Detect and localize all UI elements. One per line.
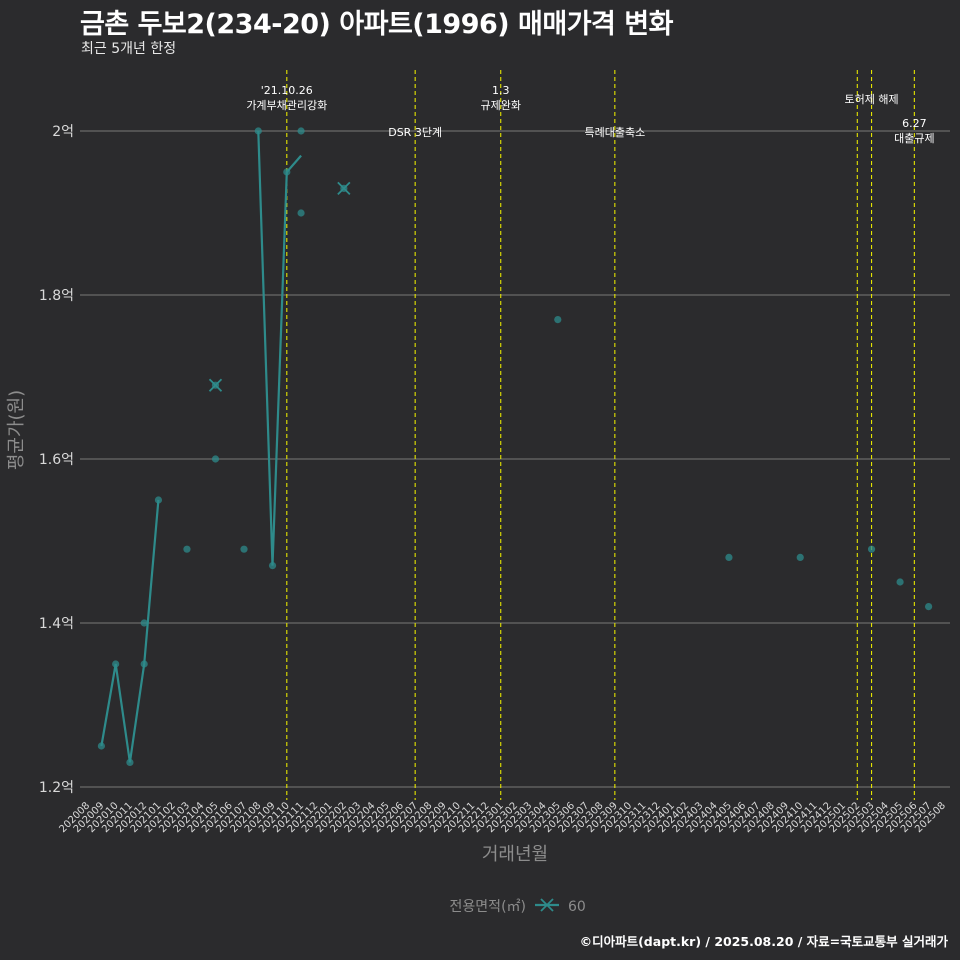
data-point <box>796 553 804 562</box>
event-label: 규제완화 <box>480 99 520 112</box>
cross-marker <box>337 181 351 196</box>
data-point <box>254 127 262 135</box>
source-credit: ©디아파트(dapt.kr) / 2025.08.20 / 자료=국토교통부 실… <box>579 934 948 949</box>
event-label: DSR 3단계 <box>388 126 442 139</box>
x-axis-title: 거래년월 <box>482 844 548 865</box>
chart-title: 금촌 두보2(234-20) 아파트(1996) 매매가격 변화 <box>80 9 673 40</box>
chart-subtitle: 최근 5개년 한정 <box>81 41 177 57</box>
data-point <box>126 758 134 767</box>
grid-layer <box>80 130 950 788</box>
data-point <box>297 209 305 217</box>
data-point <box>211 455 220 463</box>
axis-layer: 1.2억1.4억1.6억1.8억2억2020082020092020102020… <box>6 124 948 865</box>
event-label: '21.10.26 <box>261 84 313 97</box>
series-line <box>100 499 160 763</box>
data-point <box>867 545 876 553</box>
legend-entry: 60 <box>568 899 586 915</box>
legend-title: 전용면적(㎡) <box>450 899 526 915</box>
data-point <box>140 660 148 668</box>
data-point <box>725 553 733 562</box>
data-point <box>183 545 191 553</box>
event-label: 대출규제 <box>894 132 934 145</box>
y-tick-label: 1.2억 <box>39 780 74 796</box>
data-point <box>154 496 163 504</box>
series-layer <box>97 127 933 767</box>
event-label: 토허제 해제 <box>845 92 899 106</box>
data-point <box>97 742 105 750</box>
event-label: 6.27 <box>902 117 927 130</box>
data-point <box>283 168 291 176</box>
cross-marker <box>208 378 223 392</box>
legend: 전용면적(㎡) 60 <box>450 898 586 915</box>
legend-swatch-cross <box>540 898 554 912</box>
event-label: 특례대출축소 <box>584 126 645 139</box>
y-tick-label: 1.6억 <box>39 452 74 468</box>
y-tick-label: 1.4억 <box>39 616 74 632</box>
data-point <box>112 660 120 668</box>
event-label: 가계부채관리강화 <box>246 99 327 112</box>
y-axis-title: 평균가(원) <box>6 390 27 470</box>
y-tick-label: 1.8억 <box>39 288 74 304</box>
data-point <box>554 316 562 324</box>
series-line <box>257 130 302 566</box>
data-point <box>240 545 248 553</box>
data-point <box>140 619 148 627</box>
y-tick-label: 2억 <box>52 124 74 140</box>
data-point <box>297 127 305 135</box>
data-point <box>896 578 904 586</box>
data-point <box>925 603 933 611</box>
data-point <box>268 562 277 570</box>
event-label: 1.3 <box>492 84 510 97</box>
